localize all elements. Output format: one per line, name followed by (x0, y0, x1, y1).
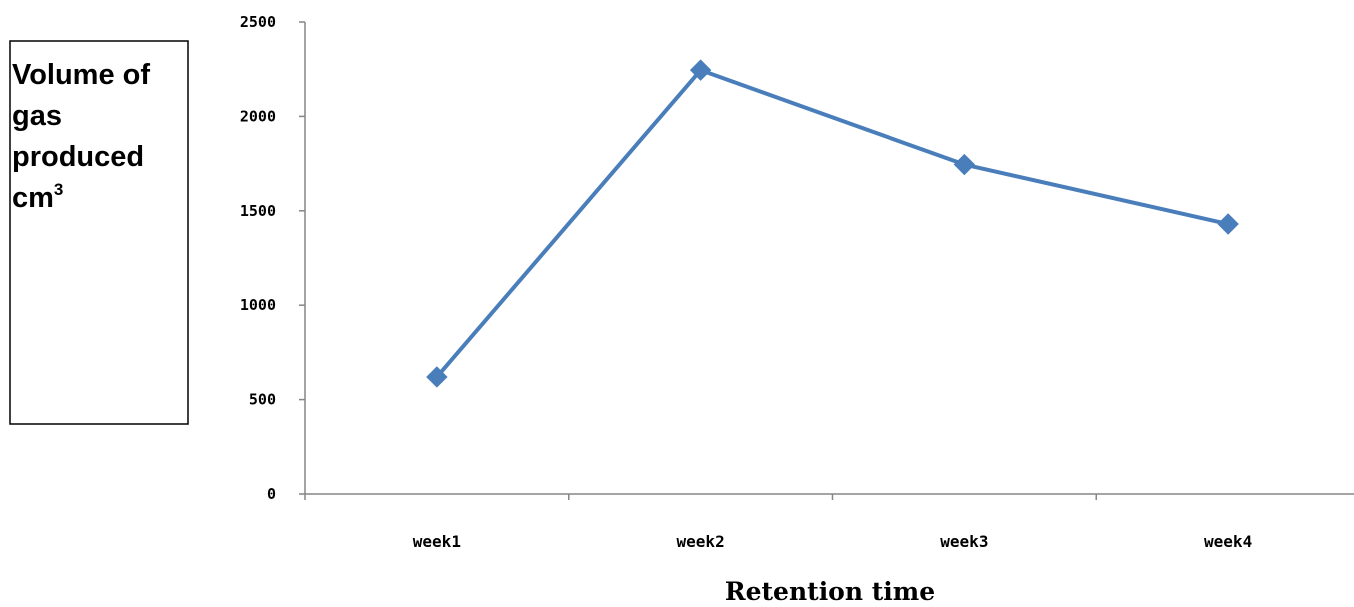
y-tick-label: 1500 (240, 202, 276, 220)
x-axis-label: Retention time (725, 577, 935, 606)
x-tick-label: week3 (940, 532, 988, 551)
x-tick-label: week2 (677, 532, 725, 551)
data-point-marker (953, 153, 976, 176)
y-axis-label-unit-superscript: 3 (54, 180, 63, 199)
y-axis-label-unit: cm (12, 182, 54, 214)
x-tick-label: week1 (413, 532, 461, 551)
x-tick-label: week4 (1204, 532, 1252, 551)
data-point-marker (426, 366, 448, 388)
y-tick-label: 1000 (240, 296, 276, 314)
series-line (435, 68, 1229, 379)
y-tick-label: 0 (267, 485, 276, 503)
y-axis-label-line-3: produced (12, 141, 144, 173)
data-point-marker (1217, 213, 1239, 235)
y-axis-label-line-4: cm3 (12, 180, 63, 214)
y-axis-label-box (9, 40, 189, 425)
y-axis-label-line-2: gas (12, 100, 62, 132)
y-tick-label: 2500 (240, 13, 276, 31)
y-tick-label: 2000 (240, 107, 276, 125)
data-point-marker (689, 59, 712, 81)
y-axis-label-line-1: Volume of (12, 59, 150, 91)
y-tick-label: 500 (249, 391, 276, 409)
